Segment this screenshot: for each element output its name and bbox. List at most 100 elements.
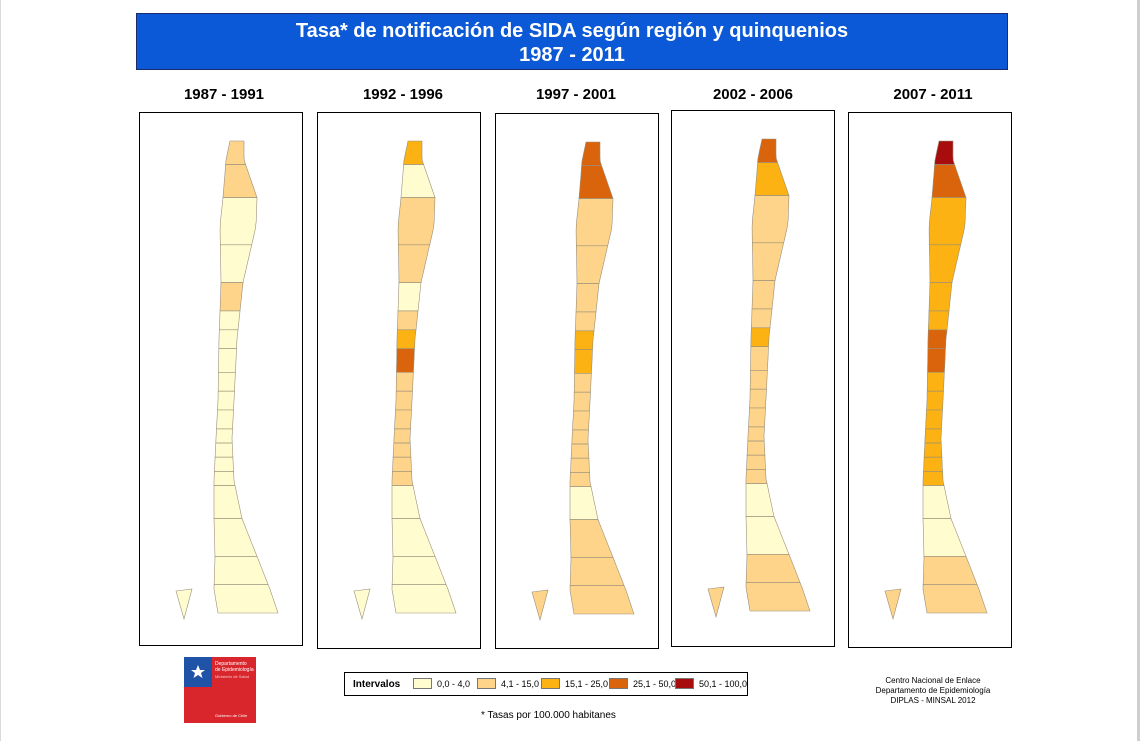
region-6 <box>927 310 950 331</box>
period-title-5: 2007 - 2011 <box>893 86 973 103</box>
region-12 <box>747 426 765 442</box>
region-2 <box>578 165 614 199</box>
credit-line-3: DIPLAS - MINSAL 2012 <box>890 696 976 705</box>
legend-label-2: 4,1 - 15,0 <box>501 679 540 689</box>
region-11 <box>572 410 590 431</box>
region-14 <box>214 456 234 472</box>
legend-swatch-4 <box>609 678 628 689</box>
region-8 <box>218 348 237 373</box>
region-5 <box>928 282 953 312</box>
region-7 <box>396 329 417 349</box>
region-10 <box>395 390 413 411</box>
region-16 <box>922 485 952 519</box>
region-7 <box>750 327 771 347</box>
region-1 <box>581 141 603 166</box>
region-15 <box>922 471 945 486</box>
chile-map-1 <box>175 140 279 621</box>
region-15 <box>745 469 768 484</box>
region-9 <box>573 373 592 393</box>
legend-label-3: 15,1 - 25,0 <box>565 679 609 689</box>
region-8 <box>574 349 593 374</box>
map-panel-2007-2011 <box>848 112 1012 648</box>
region-17 <box>391 518 436 557</box>
region-12 <box>571 429 589 445</box>
region-16 <box>745 483 775 517</box>
region-17 <box>213 518 258 557</box>
region-17 <box>745 516 790 555</box>
page-border-right <box>1137 0 1140 741</box>
region-1 <box>757 138 779 163</box>
legend-swatch-1 <box>413 678 432 689</box>
region-10 <box>749 388 767 409</box>
region-19 <box>922 584 988 614</box>
region-3 <box>397 197 436 246</box>
region-18 <box>213 556 269 585</box>
region-13 <box>570 443 590 459</box>
footnote: * Tasas por 100.000 habitanes <box>481 710 616 721</box>
title-line-1: Tasa* de notificación de SIDA según regi… <box>295 20 849 42</box>
region-10 <box>217 390 235 411</box>
region-12 <box>215 428 233 444</box>
region-4 <box>751 242 785 281</box>
region-3 <box>575 198 614 247</box>
region-2 <box>222 164 258 198</box>
region-16 <box>213 485 243 519</box>
region-12 <box>393 428 411 444</box>
region-15 <box>569 472 592 487</box>
region-19 <box>391 584 457 614</box>
title-banner: Tasa* de notificación de SIDA según regi… <box>136 13 1008 70</box>
logo-footer: Gobierno de Chile <box>215 713 248 718</box>
legend-swatch-3 <box>541 678 560 689</box>
legend-label-4: 25,1 - 50,0 <box>633 679 677 689</box>
region-12 <box>924 428 942 444</box>
region-4 <box>575 245 609 284</box>
region-9 <box>217 372 236 392</box>
title-line-2: 1987 - 2011 <box>519 44 625 66</box>
region-16 <box>569 486 599 520</box>
region-18 <box>745 554 801 583</box>
region-5 <box>751 280 776 310</box>
region-3 <box>219 197 258 246</box>
region-13 <box>214 442 234 458</box>
southern-tip <box>531 589 549 622</box>
region-18 <box>922 556 978 585</box>
region-15 <box>391 471 414 486</box>
region-10 <box>573 391 591 412</box>
region-2 <box>754 162 790 196</box>
map-panel-1997-2001 <box>495 113 659 649</box>
southern-tip <box>707 586 725 619</box>
chile-map-2 <box>353 140 457 621</box>
period-title-1: 1987 - 1991 <box>183 86 265 103</box>
region-9 <box>749 370 768 390</box>
region-10 <box>926 390 944 411</box>
period-title-2: 1992 - 1996 <box>362 86 444 103</box>
page-border-left <box>0 0 1 741</box>
southern-tip <box>175 588 193 621</box>
credit-line-1: Centro Nacional de Enlace <box>885 676 981 685</box>
region-5 <box>219 282 244 312</box>
region-4 <box>928 244 962 283</box>
region-7 <box>574 330 595 350</box>
region-19 <box>745 582 811 612</box>
region-8 <box>927 348 946 373</box>
chile-map-4 <box>707 138 811 619</box>
region-5 <box>397 282 422 312</box>
region-7 <box>218 329 239 349</box>
period-title-3: 1997 - 2001 <box>535 86 617 103</box>
period-title-4: 2002 - 2006 <box>712 86 794 103</box>
region-17 <box>922 518 967 557</box>
credits: Centro Nacional de Enlace Departamento d… <box>858 676 1008 706</box>
region-6 <box>396 310 419 331</box>
region-17 <box>569 519 614 558</box>
legend-swatch-2 <box>477 678 496 689</box>
region-7 <box>927 329 948 349</box>
logo-line-2: de Epidemiología <box>215 667 254 673</box>
region-6 <box>218 310 241 331</box>
region-4 <box>397 244 431 283</box>
region-13 <box>923 442 943 458</box>
region-9 <box>926 372 945 392</box>
legend-label-5: 50,1 - 100,0 <box>699 679 748 689</box>
region-18 <box>569 557 625 586</box>
region-6 <box>574 311 597 332</box>
region-8 <box>750 346 769 371</box>
